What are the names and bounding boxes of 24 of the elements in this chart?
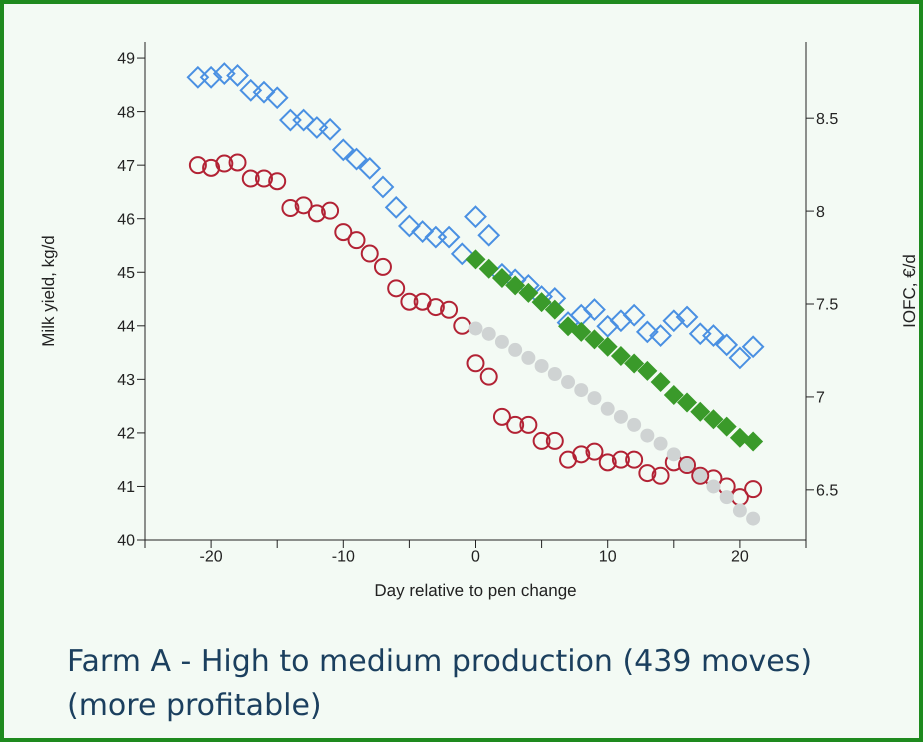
- y-tick-label: 49: [117, 50, 136, 68]
- x-tick-label: -20: [200, 548, 223, 566]
- y-tick-label: 46: [117, 211, 136, 228]
- x-tick-label: 0: [471, 548, 480, 566]
- y-tick-label: 40: [117, 532, 136, 550]
- y-axis-title: Milk yield, kg/d: [39, 235, 58, 347]
- y-tick-label: 47: [117, 158, 136, 175]
- x-tick-label: -10: [332, 548, 355, 566]
- y2-tick-label: 7: [816, 390, 825, 407]
- y-tick-label: 41: [117, 479, 136, 496]
- y-tick-label: 44: [117, 318, 136, 336]
- y-tick-label: 43: [117, 372, 136, 390]
- y2-axis-title: IOFC, €/d: [900, 254, 920, 328]
- y-tick-label: 42: [117, 426, 136, 443]
- y-tick-label: 45: [117, 264, 136, 282]
- x-tick-label: 20: [731, 548, 749, 566]
- y2-tick-label: 8: [816, 204, 825, 221]
- y-tick-label: 48: [117, 104, 136, 122]
- text: Farm A - High to medium production (439 moves) (more profitable): [67, 643, 814, 725]
- x-axis-title: Day relative to pen change: [374, 581, 577, 600]
- y2-tick-label: 8.5: [816, 110, 838, 128]
- y2-tick-label: 7.5: [816, 296, 838, 314]
- x-tick-label: 10: [598, 548, 617, 566]
- y2-tick-label: 6.5: [816, 482, 838, 500]
